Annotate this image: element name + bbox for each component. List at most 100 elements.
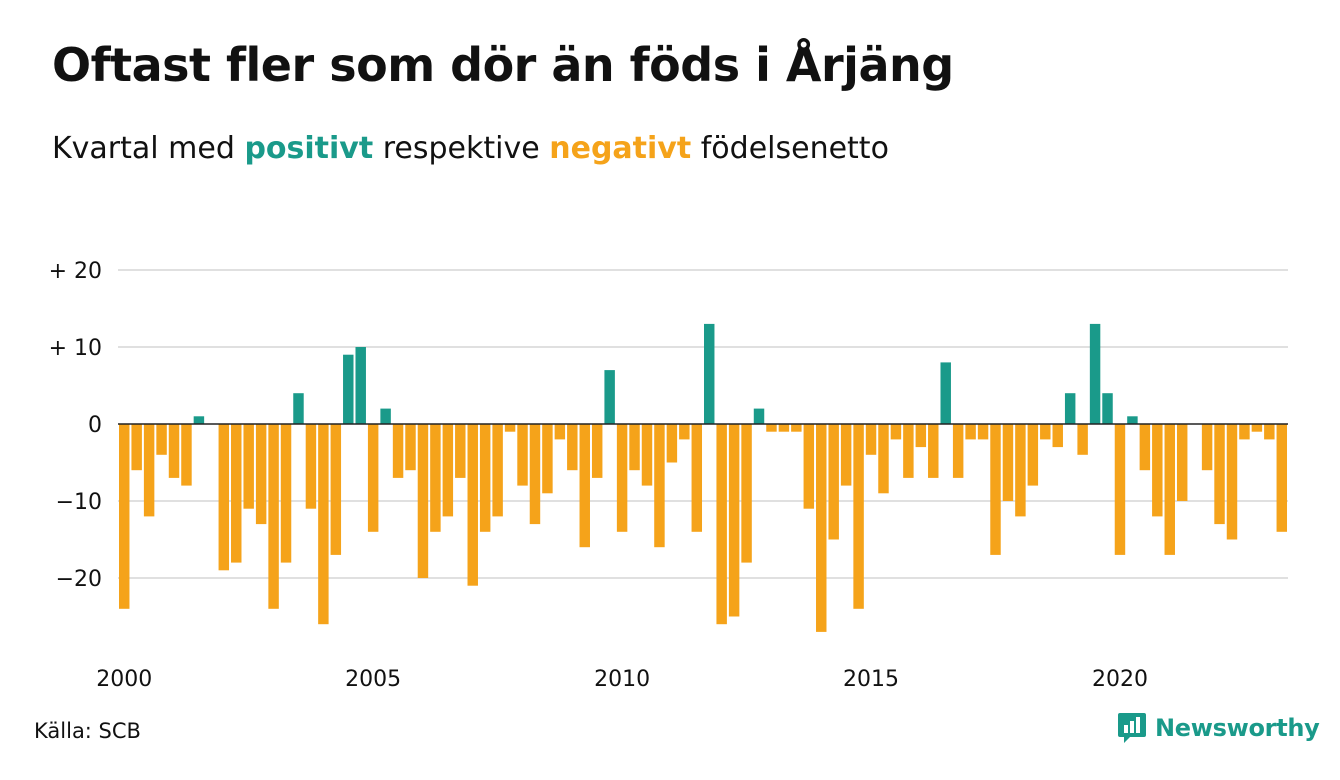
bar-negative [1114, 424, 1126, 555]
y-axis-ticks: + 20 + 10 0 −10 −20 [49, 259, 102, 592]
bar-negative [965, 424, 976, 440]
bar-negative [853, 424, 864, 609]
bar-negative [467, 424, 478, 586]
bar-negative [268, 424, 279, 609]
bar-negative [255, 424, 267, 525]
bar-positive [704, 323, 715, 424]
bar-negative [1201, 424, 1213, 471]
brand-logo: Newsworthy [1117, 712, 1320, 744]
bar-negative [168, 424, 180, 478]
bar-positive [1127, 416, 1138, 424]
bar-negative [679, 424, 690, 440]
bar-negative [816, 424, 827, 632]
bar-negative [616, 424, 628, 532]
brand-name: Newsworthy [1155, 714, 1320, 742]
subtitle-positive-word: positivt [244, 131, 374, 166]
bar-negative [654, 424, 665, 548]
bar-negative [1040, 424, 1051, 440]
bar-negative [479, 424, 491, 532]
bar-negative [766, 424, 777, 432]
source-label: Källa: SCB [34, 719, 141, 743]
y-tick-label: −10 [56, 490, 102, 515]
bar-negative [840, 424, 852, 486]
bar-negative [119, 424, 130, 609]
bar-negative [691, 424, 703, 532]
bar-positive [355, 347, 366, 424]
bar-negative [1152, 424, 1163, 517]
bar-negative [865, 424, 877, 455]
x-tick-label: 2020 [1092, 667, 1148, 692]
bar-negative [990, 424, 1001, 555]
bar-negative [1276, 424, 1288, 532]
bar-negative [1251, 424, 1263, 432]
bar-negative [1052, 424, 1063, 448]
bar-positive [940, 362, 951, 424]
y-tick-label: + 20 [49, 259, 102, 284]
subtitle-negative-word: negativt [549, 131, 692, 166]
bar-negative [280, 424, 292, 563]
bar-positive [604, 370, 615, 424]
bar-negative [928, 424, 939, 478]
bar-positive [1089, 323, 1101, 424]
bar-positive [343, 354, 354, 424]
bar-negative [1002, 424, 1014, 501]
subtitle-suffix: födelsenetto [700, 131, 889, 166]
subtitle-middle: respektive [382, 131, 540, 166]
bar-negative [890, 424, 902, 440]
bar-negative [392, 424, 404, 478]
bar-negative [430, 424, 441, 532]
bar-negative [977, 424, 989, 440]
x-tick-label: 2000 [96, 667, 152, 692]
bars [119, 323, 1288, 632]
bar-negative [367, 424, 379, 532]
bar-negative [903, 424, 914, 478]
bar-negative [952, 424, 964, 478]
bar-negative [218, 424, 230, 571]
bar-negative [455, 424, 466, 478]
bar-negative [741, 424, 752, 563]
bar-negative [517, 424, 528, 486]
bar-negative [442, 424, 454, 517]
bar-negative [567, 424, 578, 471]
bar-negative [878, 424, 889, 494]
bar-negative [1176, 424, 1188, 501]
x-axis-ticks: 2000 2005 2010 2015 2020 [96, 667, 1148, 692]
bar-positive [380, 408, 391, 424]
bar-negative [716, 424, 727, 625]
bar-negative [554, 424, 566, 440]
bar-negative [156, 424, 167, 455]
newsworthy-logo-icon [1118, 713, 1146, 743]
bar-negative [1239, 424, 1250, 440]
bar-negative [1077, 424, 1088, 455]
bar-positive [193, 416, 205, 424]
bar-positive [1064, 393, 1076, 424]
y-tick-label: 0 [88, 413, 102, 438]
bar-negative [143, 424, 155, 517]
bar-negative [330, 424, 342, 555]
bar-negative [405, 424, 416, 471]
bar-negative [778, 424, 790, 432]
bar-negative [492, 424, 503, 517]
bar-negative [828, 424, 839, 540]
bar-negative [181, 424, 192, 486]
chart-subtitle: Kvartal med positivt respektive negativt… [52, 131, 889, 166]
x-tick-label: 2010 [594, 667, 650, 692]
bar-negative [1015, 424, 1026, 517]
y-tick-label: + 10 [49, 336, 102, 361]
bar-negative [131, 424, 142, 471]
y-tick-label: −20 [56, 567, 102, 592]
bar-negative [791, 424, 802, 432]
bar-negative [641, 424, 653, 486]
bar-negative [591, 424, 603, 478]
bar-negative [1027, 424, 1039, 486]
chart-title: Oftast fler som dör än föds i Årjäng [52, 38, 954, 92]
x-tick-label: 2005 [345, 667, 401, 692]
bar-negative [318, 424, 329, 625]
bar-negative [542, 424, 553, 494]
bar-negative [1226, 424, 1238, 540]
bar-chart: + 20 + 10 0 −10 −20 2000 2005 2010 2015 2020 [49, 259, 1288, 692]
bar-negative [629, 424, 640, 471]
bar-negative [1264, 424, 1275, 440]
bar-negative [417, 424, 429, 578]
bar-negative [666, 424, 678, 463]
